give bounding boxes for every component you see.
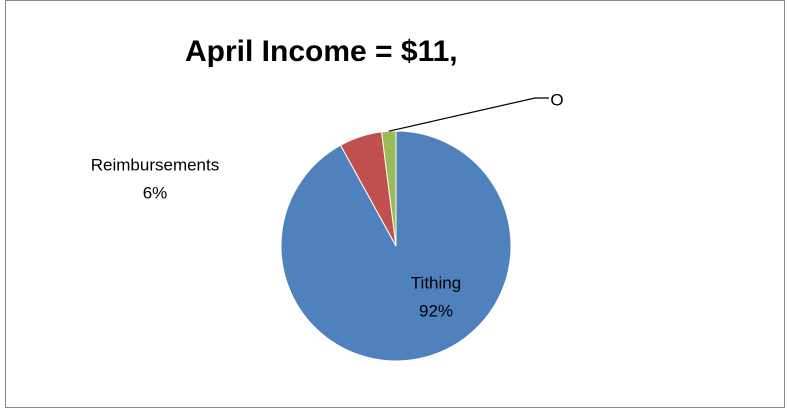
slice-label: Reimbursements [91, 155, 220, 174]
plot-area: April Income = $11, Tithing 92% Reimbursem… [91, 35, 564, 362]
leader-line [388, 97, 549, 132]
slice-value-label: 92% [419, 301, 453, 320]
slice-label: O [550, 90, 563, 109]
slice-value-label: 6% [143, 183, 168, 202]
slice-label: Tithing [411, 273, 461, 292]
chart-title: April Income = $11, [185, 35, 458, 68]
